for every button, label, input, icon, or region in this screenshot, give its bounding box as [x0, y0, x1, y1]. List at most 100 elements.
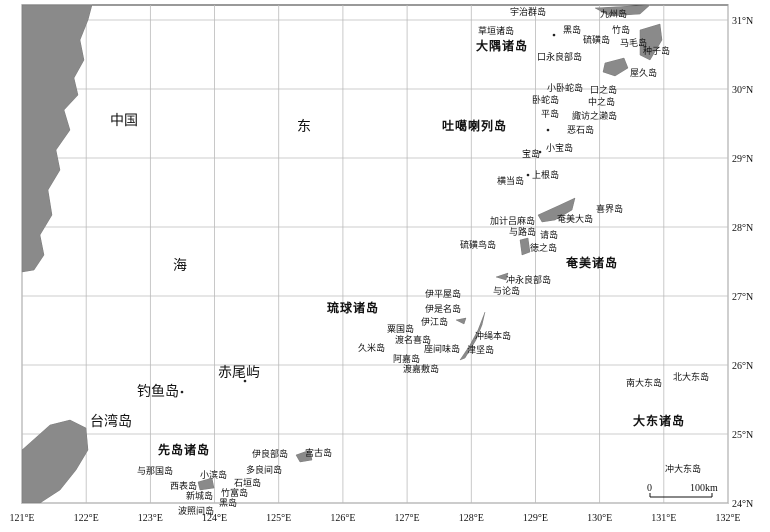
scale-label: 100km [690, 483, 718, 494]
place-label: 小卧蛇岛 [547, 82, 583, 94]
lat-tick-label: 25°N [732, 430, 753, 441]
place-label: 多良间岛 [246, 464, 282, 476]
lon-tick-label: 123°E [138, 513, 163, 524]
place-label: 冲绳本岛 [475, 330, 511, 342]
place-label: 伊良部岛 [252, 448, 288, 460]
place-label: 种子岛 [643, 45, 670, 57]
lon-tick-label: 131°E [651, 513, 676, 524]
place-label: 小宝岛 [546, 142, 573, 154]
place-label: 石垣岛 [234, 477, 261, 489]
scale-label: 0 [647, 483, 652, 494]
place-label: 钓鱼岛 [137, 383, 179, 400]
place-label: 中之岛 [588, 96, 615, 108]
place-label: 粟国岛 [387, 323, 414, 335]
place-label: 口永良部岛 [537, 51, 582, 63]
place-label: 阿嘉岛 [393, 353, 420, 365]
map-frame [21, 4, 729, 504]
island-group-label: 大东诸岛 [633, 413, 685, 428]
lon-tick-label: 121°E [9, 513, 34, 524]
island-dot [243, 379, 247, 383]
island-dot [538, 150, 542, 154]
island-group-label: 吐噶喇列岛 [442, 118, 507, 133]
graticule [21, 5, 729, 504]
region-label: 海 [173, 258, 187, 274]
place-label: 冲大东岛 [665, 463, 701, 475]
island-dot [180, 390, 184, 394]
place-label: 渡名喜岛 [395, 334, 431, 346]
place-label: 宝岛 [522, 148, 540, 160]
place-label: 硫磺岛 [583, 34, 610, 46]
lat-tick-label: 29°N [732, 154, 753, 165]
place-label: 九州岛 [600, 8, 627, 20]
island-group-label: 奄美诸岛 [565, 255, 618, 270]
place-label: 座间味岛 [424, 343, 460, 355]
place-label: 宫古岛 [305, 447, 332, 459]
place-label: 卧蛇岛 [532, 94, 559, 106]
island-group-label: 大隅诸岛 [476, 38, 528, 53]
lon-tick-label: 126°E [330, 513, 355, 524]
place-label: 台湾岛 [90, 413, 132, 430]
place-label: 小滨岛 [200, 469, 227, 481]
place-label: 黑岛 [563, 24, 581, 36]
place-label: 恶石岛 [567, 124, 594, 136]
lat-tick-label: 31°N [732, 16, 753, 27]
place-label: 横当岛 [497, 175, 524, 187]
place-label: 请岛 [540, 229, 558, 241]
lat-tick-label: 30°N [732, 85, 753, 96]
lon-tick-label: 127°E [395, 513, 420, 524]
place-label: 波照间岛 [178, 505, 214, 517]
island-group-label: 琉球诸岛 [327, 300, 379, 315]
place-label: 伊是名岛 [425, 303, 461, 315]
place-label: 伊江岛 [421, 316, 448, 328]
place-label: 徳之岛 [530, 242, 557, 254]
lat-tick-label: 26°N [732, 361, 753, 372]
place-label: 平岛 [541, 108, 559, 120]
place-label: 諏访之濑岛 [572, 110, 617, 122]
island-dot [552, 33, 556, 37]
place-label: 宇治群岛 [510, 6, 546, 18]
lon-tick-label: 122°E [74, 513, 99, 524]
place-label: 南大东岛 [626, 377, 662, 389]
place-label: 新城岛 [186, 490, 213, 502]
region-label: 东 [297, 119, 311, 135]
place-label: 伊平屋岛 [425, 288, 461, 300]
lat-tick-label: 27°N [732, 292, 753, 303]
place-label: 西表岛 [170, 480, 197, 492]
place-label: 久米岛 [358, 342, 385, 354]
place-label: 与路岛 [509, 226, 536, 238]
region-label: 中国 [110, 113, 138, 129]
lon-tick-label: 124°E [202, 513, 227, 524]
place-label: 奄美大岛 [557, 213, 593, 225]
place-label: 渡嘉敷岛 [403, 363, 439, 375]
lon-tick-label: 128°E [459, 513, 484, 524]
place-label: 冲永良部岛 [506, 274, 551, 286]
place-label: 屋久岛 [630, 67, 657, 79]
place-label: 与论岛 [493, 285, 520, 297]
place-label: 口之岛 [590, 84, 617, 96]
place-label: 加计吕麻岛 [490, 215, 535, 227]
place-label: 北大东岛 [673, 371, 709, 383]
place-label: 竹岛 [612, 24, 630, 36]
place-label: 硫磺鸟岛 [460, 239, 496, 251]
place-label: 喜界岛 [596, 203, 623, 215]
lon-tick-label: 130°E [587, 513, 612, 524]
place-label: 与那国岛 [137, 465, 173, 477]
scale-bar: 0 100km [647, 483, 718, 498]
lon-tick-label: 132°E [715, 513, 740, 524]
lon-tick-label: 129°E [523, 513, 548, 524]
island-dot [546, 128, 550, 132]
place-label: 津坚岛 [467, 344, 494, 356]
island-dot [526, 173, 530, 177]
place-label: 黑岛 [219, 497, 237, 509]
place-label: 上根岛 [532, 169, 559, 181]
place-label: 草垣诸岛 [478, 25, 514, 37]
lon-tick-label: 125°E [266, 513, 291, 524]
place-label: 马毛岛 [620, 37, 647, 49]
place-label: 赤尾屿 [218, 365, 260, 381]
lat-tick-label: 28°N [732, 223, 753, 234]
lat-tick-label: 24°N [732, 499, 753, 510]
land [21, 4, 663, 504]
place-label: 竹富岛 [221, 487, 248, 499]
